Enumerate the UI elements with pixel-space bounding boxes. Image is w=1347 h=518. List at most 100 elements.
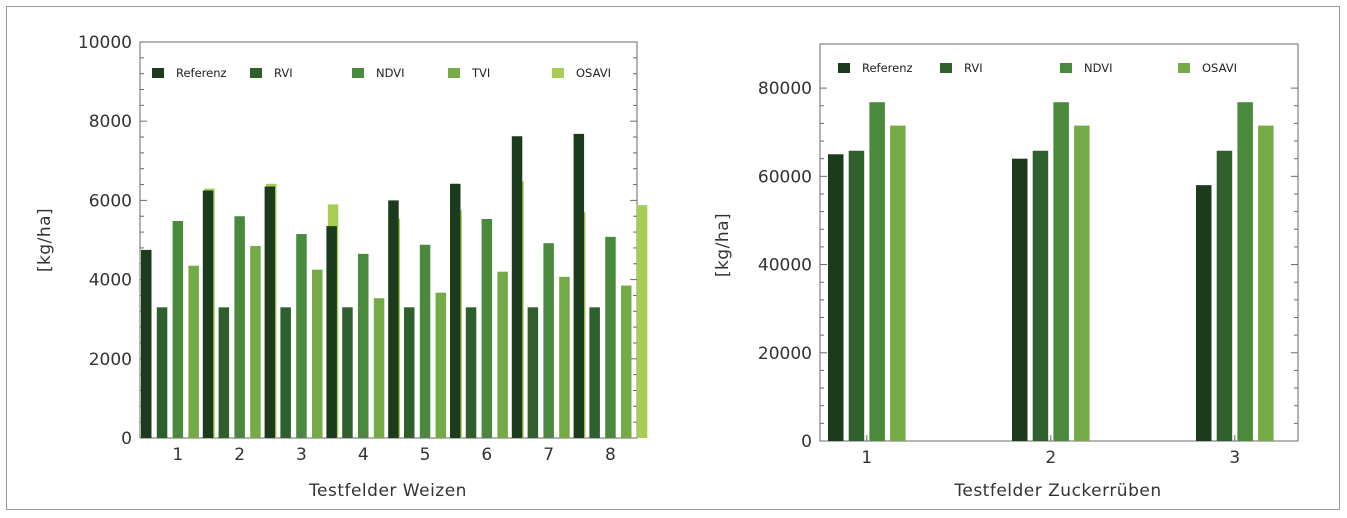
legend-swatch [1060, 63, 1072, 73]
bar [250, 245, 261, 438]
y-axis-label: [kg/ha] [713, 213, 733, 277]
x-axis: 1 2 3 4 5 6 7 8 [172, 432, 616, 465]
chart-zuckerrueben: 0 20000 40000 60000 80000 1 2 3 Referenz RVI NDV… [713, 43, 1299, 501]
bar [188, 265, 199, 438]
legend-label: RVI [274, 66, 293, 80]
bar [435, 292, 447, 438]
bar [312, 269, 323, 438]
bar [465, 307, 477, 438]
bar [342, 307, 353, 438]
legend-swatch [250, 68, 262, 78]
bar [450, 183, 461, 438]
legend-swatch [152, 68, 164, 78]
bar [373, 298, 385, 438]
bar [497, 271, 508, 438]
legend-label: OSAVI [1202, 61, 1237, 75]
bar [605, 236, 616, 438]
y-tick-label: 6000 [89, 191, 132, 211]
chart-weizen: 0 2000 4000 6000 8000 10000 1 2 3 4 5 6 7 8 Referenz… [35, 33, 648, 501]
bar [481, 219, 493, 438]
legend-swatch [552, 68, 564, 78]
legend-swatch [940, 63, 952, 73]
legend-swatch [838, 63, 850, 73]
bar [202, 190, 214, 438]
bar [511, 136, 523, 439]
y-tick-label: 20000 [758, 344, 812, 364]
y-tick-label: 0 [801, 432, 812, 452]
legend-swatch [1178, 63, 1190, 73]
bar [156, 307, 168, 438]
bar [1074, 125, 1090, 441]
bar [1053, 102, 1069, 441]
legend-label: NDVI [376, 66, 405, 80]
x-axis: 1 2 3 [861, 435, 1240, 468]
bar [218, 307, 230, 438]
legend-label: NDVI [1084, 61, 1113, 75]
bar [1258, 125, 1274, 441]
bar [573, 133, 585, 438]
bar [172, 220, 184, 438]
bar [1032, 150, 1049, 441]
x-tick-label: 2 [234, 445, 245, 465]
x-tick-label: 8 [605, 445, 616, 465]
x-axis-label: Testfelder Zuckerrüben [953, 481, 1161, 501]
bar [828, 154, 844, 441]
bar [296, 234, 307, 438]
bar [1237, 102, 1253, 441]
bar [264, 186, 276, 438]
y-tick-label: 80000 [758, 79, 812, 99]
y-tick-label: 4000 [89, 271, 132, 291]
y-tick-label: 8000 [89, 112, 132, 132]
bar [326, 226, 337, 438]
y-tick-label: 10000 [78, 33, 132, 53]
legend-label: TVI [471, 66, 490, 80]
bar [419, 244, 431, 438]
bar [234, 216, 245, 438]
y-tick-label: 0 [121, 429, 132, 449]
x-tick-label: 3 [296, 445, 307, 465]
y-axis-label: [kg/ha] [35, 208, 55, 272]
legend: Referenz RVI NDVI OSAVI [838, 61, 1237, 75]
legend-label: RVI [964, 61, 983, 75]
bar [527, 307, 539, 438]
x-tick-label: 3 [1229, 448, 1240, 468]
bar [358, 253, 369, 438]
bar [404, 307, 415, 438]
bar [280, 307, 291, 438]
legend-label: OSAVI [576, 66, 611, 80]
bar [636, 205, 648, 438]
x-tick-label: 7 [543, 445, 554, 465]
bars [141, 133, 648, 439]
bar [621, 285, 632, 438]
bar [848, 150, 865, 441]
bar [543, 243, 554, 438]
legend: Referenz RVI NDVI TVI OSAVI [152, 66, 611, 80]
y-axis: 0 2000 4000 6000 8000 10000 [78, 33, 637, 449]
y-tick-label: 60000 [758, 167, 812, 187]
y-axis: 0 20000 40000 60000 80000 [758, 79, 1298, 452]
bars [828, 102, 1274, 441]
bar [869, 102, 885, 441]
x-tick-label: 1 [172, 445, 183, 465]
legend-swatch [352, 68, 364, 78]
legend-label: Referenz [862, 61, 913, 75]
x-axis-label: Testfelder Weizen [308, 481, 467, 501]
bar [1012, 158, 1028, 441]
bar [890, 125, 906, 441]
bar [1196, 185, 1212, 441]
y-tick-label: 40000 [758, 256, 812, 276]
bar [589, 307, 600, 438]
x-tick-label: 4 [358, 445, 369, 465]
bar [559, 276, 570, 438]
y-tick-label: 2000 [89, 350, 132, 370]
x-tick-label: 1 [861, 448, 872, 468]
x-tick-label: 5 [420, 445, 431, 465]
legend-swatch [448, 68, 460, 78]
bar [388, 200, 399, 438]
legend-label: Referenz [176, 66, 227, 80]
x-tick-label: 2 [1045, 448, 1056, 468]
bar [1216, 150, 1233, 441]
bar [141, 249, 152, 438]
x-tick-label: 6 [481, 445, 492, 465]
